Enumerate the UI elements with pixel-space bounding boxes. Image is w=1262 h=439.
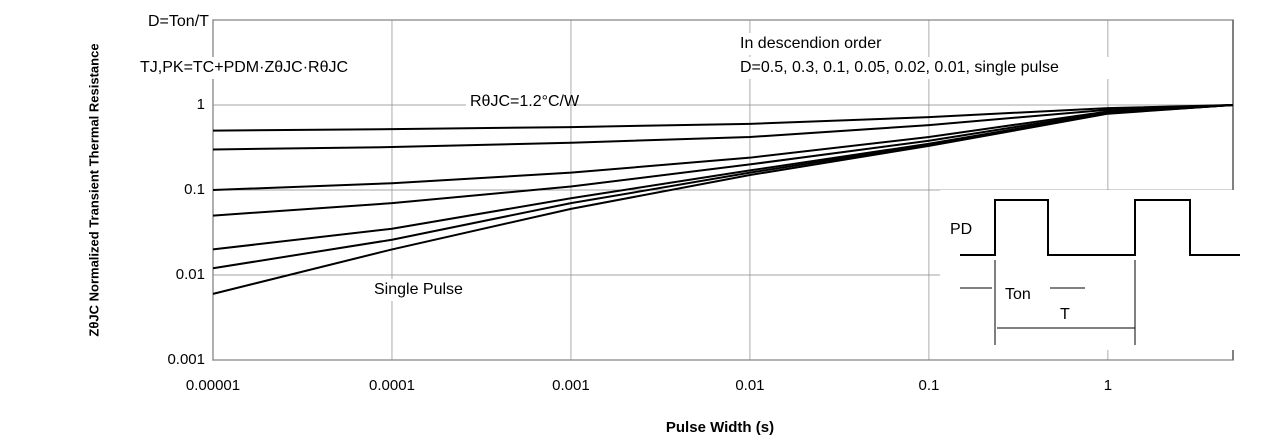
y-axis-label: ZθJC Normalized Transient Thermal Resist… xyxy=(86,43,101,336)
annotation: RθJC=1.2°C/W xyxy=(470,93,580,110)
x-tick-label: 0.00001 xyxy=(186,377,240,394)
annotation-bg xyxy=(144,11,208,33)
pulse-label: Ton xyxy=(1005,286,1031,303)
x-tick-label: 0.0001 xyxy=(369,377,415,394)
annotation: Single Pulse xyxy=(374,281,463,298)
pulse-waveform xyxy=(960,199,1240,256)
pulse-label: PD xyxy=(950,221,972,238)
annotation: TJ,PK=TC+PDM·ZθJC·RθJC xyxy=(140,59,348,76)
pulse-label: T xyxy=(1060,306,1070,323)
pulse-diagram: PD Ton T xyxy=(940,190,1240,350)
annotation-bg xyxy=(136,57,320,79)
y-tick-label: 0.001 xyxy=(167,351,205,368)
annotation-bg xyxy=(736,57,1120,79)
pulse-box xyxy=(940,190,1240,350)
annotation-bg xyxy=(370,279,474,301)
x-tick-label: 0.001 xyxy=(552,377,590,394)
x-tick-label: 0.1 xyxy=(918,377,939,394)
annotation-bg xyxy=(466,91,570,113)
x-axis-label: Pulse Width (s) xyxy=(666,419,774,436)
y-tick-label: 0.01 xyxy=(176,266,205,283)
x-tick-label: 1 xyxy=(1104,377,1112,394)
series-line xyxy=(212,104,1234,151)
y-tick-label: 1 xyxy=(197,96,205,113)
series-line xyxy=(212,104,1234,295)
x-tick-label: 0.01 xyxy=(735,377,764,394)
series-line xyxy=(212,104,1234,132)
annotation: D=Ton/T xyxy=(148,13,209,30)
y-tick-label: 0.1 xyxy=(184,181,205,198)
annotation-bg xyxy=(736,33,896,55)
annotation: In descendion order xyxy=(740,35,882,52)
annotation: D=0.5, 0.3, 0.1, 0.05, 0.02, 0.01, singl… xyxy=(740,59,1059,76)
